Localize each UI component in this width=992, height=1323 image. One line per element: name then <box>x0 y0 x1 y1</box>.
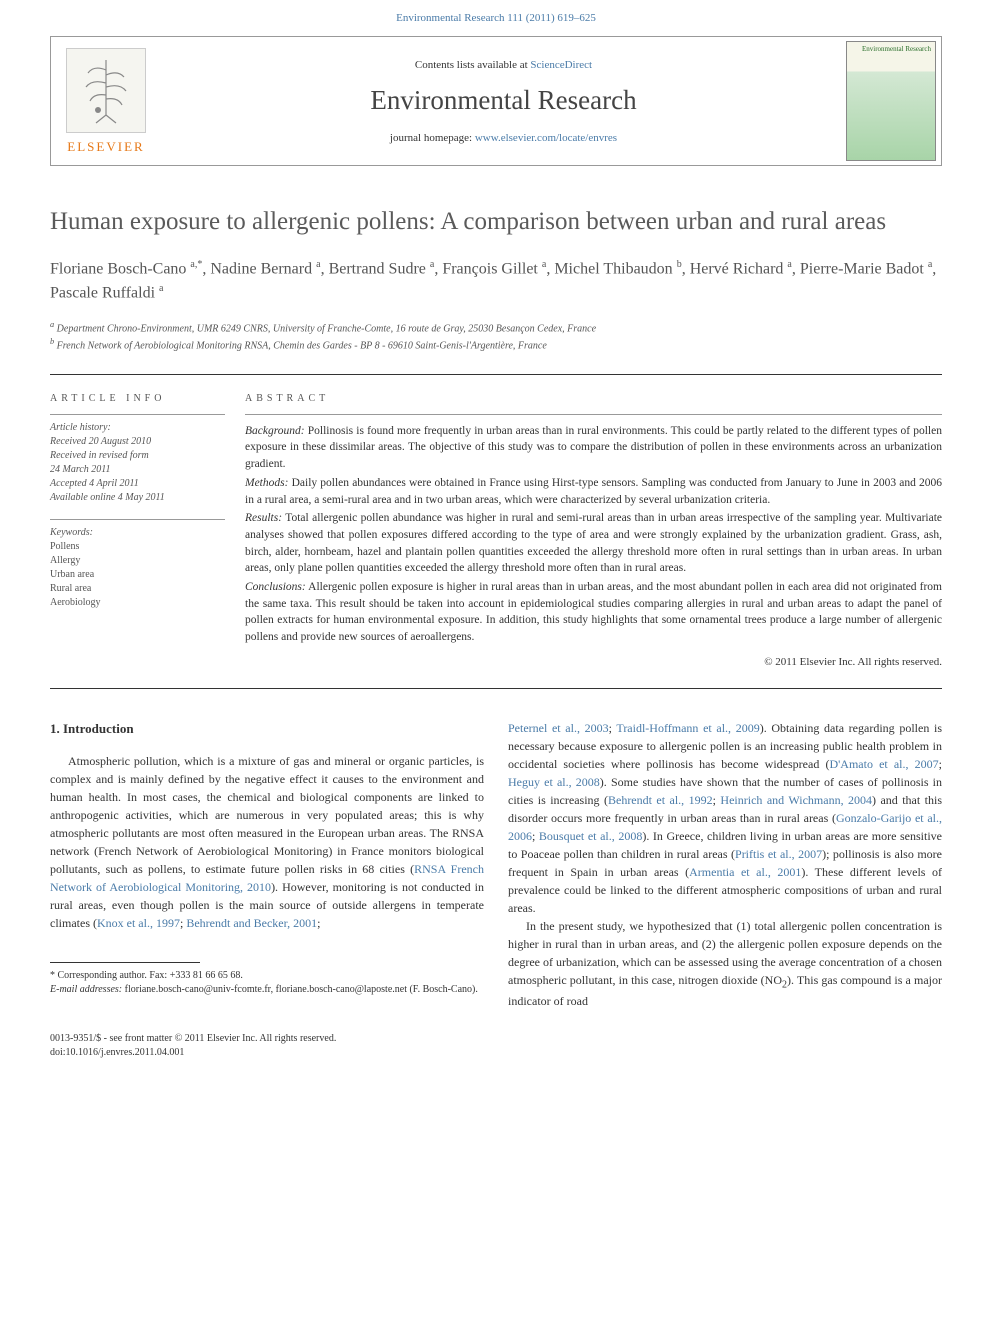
history-label: Article history: <box>50 421 225 435</box>
email-label: E-mail addresses: <box>50 984 122 995</box>
abstract-label: ABSTRACT <box>245 393 942 404</box>
divider <box>50 688 942 689</box>
body-column-left: 1. Introduction Atmospheric pollution, w… <box>50 719 484 1010</box>
homepage-link[interactable]: www.elsevier.com/locate/envres <box>475 132 617 144</box>
journal-citation[interactable]: Environmental Research 111 (2011) 619–62… <box>0 0 992 36</box>
keyword: Urban area <box>50 568 225 582</box>
history-line: Received 20 August 2010 <box>50 435 225 449</box>
journal-cover-thumbnail: Environmental Research <box>846 41 936 161</box>
journal-name: Environmental Research <box>161 85 846 116</box>
body-column-right: Peternel et al., 2003; Traidl-Hoffmann e… <box>508 719 942 1010</box>
history-line: Accepted 4 April 2011 <box>50 477 225 491</box>
article-history: Article history: Received 20 August 2010… <box>50 414 225 505</box>
abstract-text: Background: Pollinosis is found more fre… <box>245 414 942 646</box>
front-matter-line: 0013-9351/$ - see front matter © 2011 El… <box>50 1032 942 1046</box>
contents-prefix: Contents lists available at <box>415 59 530 71</box>
history-line: Available online 4 May 2011 <box>50 491 225 505</box>
homepage-line: journal homepage: www.elsevier.com/locat… <box>161 132 846 144</box>
header-center: Contents lists available at ScienceDirec… <box>161 59 846 144</box>
doi-line: doi:10.1016/j.envres.2011.04.001 <box>50 1046 942 1060</box>
keywords-label: Keywords: <box>50 526 225 540</box>
authors-list: Floriane Bosch-Cano a,*, Nadine Bernard … <box>50 257 942 306</box>
article-info-label: ARTICLE INFO <box>50 393 225 404</box>
article-title: Human exposure to allergenic pollens: A … <box>50 206 942 239</box>
elsevier-logo: ELSEVIER <box>51 37 161 165</box>
author-emails: floriane.bosch-cano@univ-fcomte.fr, flor… <box>125 984 478 995</box>
elsevier-text: ELSEVIER <box>67 139 144 155</box>
intro-heading: 1. Introduction <box>50 719 484 739</box>
bottom-bar: 0013-9351/$ - see front matter © 2011 El… <box>50 1032 942 1060</box>
keyword: Aerobiology <box>50 596 225 610</box>
footnotes: * Corresponding author. Fax: +333 81 66 … <box>50 969 484 997</box>
footnote-separator <box>50 962 200 963</box>
divider <box>50 374 942 375</box>
intro-paragraph-1: Atmospheric pollution, which is a mixtur… <box>50 752 484 932</box>
journal-header: ELSEVIER Contents lists available at Sci… <box>50 36 942 166</box>
keywords-block: Keywords: PollensAllergyUrban areaRural … <box>50 519 225 610</box>
abstract-copyright: © 2011 Elsevier Inc. All rights reserved… <box>245 656 942 668</box>
history-line: Received in revised form <box>50 449 225 463</box>
cover-title: Environmental Research <box>862 45 931 53</box>
sciencedirect-link[interactable]: ScienceDirect <box>530 59 592 71</box>
intro-paragraph-2a: Peternel et al., 2003; Traidl-Hoffmann e… <box>508 719 942 917</box>
history-line: 24 March 2011 <box>50 463 225 477</box>
corresponding-author: * Corresponding author. Fax: +333 81 66 … <box>50 969 484 983</box>
keyword: Rural area <box>50 582 225 596</box>
homepage-prefix: journal homepage: <box>390 132 475 144</box>
elsevier-tree-icon <box>66 48 146 133</box>
keyword: Pollens <box>50 540 225 554</box>
contents-line: Contents lists available at ScienceDirec… <box>161 59 846 71</box>
intro-paragraph-2b: In the present study, we hypothesized th… <box>508 917 942 1010</box>
keyword: Allergy <box>50 554 225 568</box>
affiliations: a Department Chrono-Environment, UMR 624… <box>50 319 942 354</box>
